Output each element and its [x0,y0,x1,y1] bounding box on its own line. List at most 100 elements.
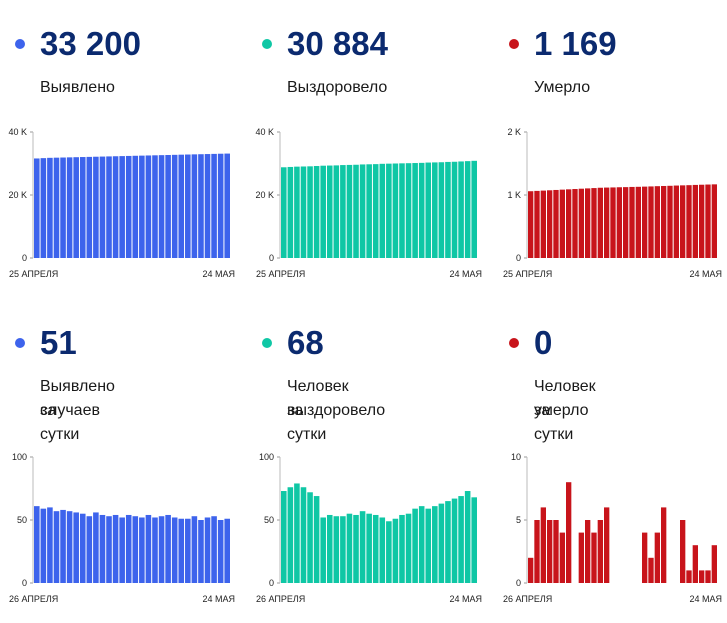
bar [106,156,112,258]
bar [204,517,211,583]
bar [471,497,477,583]
bar [399,514,405,583]
bar [680,520,686,583]
bar [333,165,340,258]
bar [353,164,359,258]
bar [597,520,603,583]
bar [699,570,705,583]
bar [307,492,313,583]
bar [547,520,553,583]
bar [566,482,572,583]
bar [217,153,224,258]
bar [412,508,418,583]
stat-value: 33 200 [40,25,141,62]
bar [528,557,534,583]
bar [132,155,139,258]
bar [610,187,616,258]
bar [458,161,464,258]
bar [211,516,217,583]
bar [34,506,40,583]
y-tick-label: 0 [22,578,27,588]
bar [93,156,99,258]
bar [112,514,119,583]
bar [60,157,66,258]
bar [686,185,692,258]
bar [73,512,79,583]
bar [224,518,230,583]
bar [540,190,546,258]
y-tick-label: 40 K [255,127,274,137]
bar [585,520,591,583]
bar [132,516,139,583]
y-tick-label: 5 [516,515,521,525]
bar [34,158,40,258]
bar [60,509,66,583]
bar [418,162,425,258]
bar [445,501,451,583]
bar [152,155,158,258]
bar [648,186,654,258]
bar [578,188,584,258]
bar [585,188,591,258]
bar [540,507,546,583]
bar [287,487,294,583]
y-tick-label: 50 [17,515,27,525]
bar [597,187,603,258]
bar [547,190,553,258]
bar [553,189,559,258]
chart-died-daily: 0 5 10 26 АПРЕЛЯ 24 МАЯ [503,452,722,604]
bar [119,517,125,583]
y-tick-label: 1 K [507,190,521,200]
bar [99,514,106,583]
bar [654,186,660,258]
bar [112,156,119,258]
bar [359,511,366,583]
bar [392,518,399,583]
bar [379,163,386,258]
bar [451,498,458,583]
stat-value: 30 884 [287,25,388,62]
bar [300,166,307,258]
x-start-label: 25 АПРЕЛЯ [9,269,58,279]
bar [93,512,99,583]
x-end-label: 24 МАЯ [689,594,722,604]
chart-recovered-cumulative: 0 20 K 40 K 25 АПРЕЛЯ 24 МАЯ [255,127,482,279]
bar [438,503,445,583]
bar [217,520,224,583]
x-start-label: 26 АПРЕЛЯ [256,594,305,604]
bar [145,514,152,583]
stat-label-line2: за сутки [40,402,80,443]
bar [185,518,191,583]
bar [171,154,178,258]
bar [125,514,132,583]
bar [534,520,540,583]
bar [616,187,622,258]
bar [692,545,698,583]
stat-label-line1: Выявлено случаев [40,378,115,419]
bar [464,491,471,583]
y-tick-label: 20 K [8,190,27,200]
bar [178,154,185,258]
bar [471,160,477,258]
bar [399,163,405,258]
bar [372,164,379,258]
bar [346,164,353,258]
bar [432,162,438,258]
y-tick-label: 0 [269,578,274,588]
bar [185,154,191,258]
bar [294,483,300,583]
bar [372,514,379,583]
bar [40,508,47,583]
bar [635,186,641,258]
bar [534,190,540,258]
stat-value: 68 [287,324,324,361]
bar [604,187,610,258]
bar [667,185,673,258]
bar [705,184,711,258]
bar [418,506,425,583]
bar [412,163,418,258]
stat-label: Выявлено [40,79,115,96]
bar [642,532,648,583]
y-tick-label: 100 [259,452,274,462]
blue-dot-icon [15,39,25,49]
